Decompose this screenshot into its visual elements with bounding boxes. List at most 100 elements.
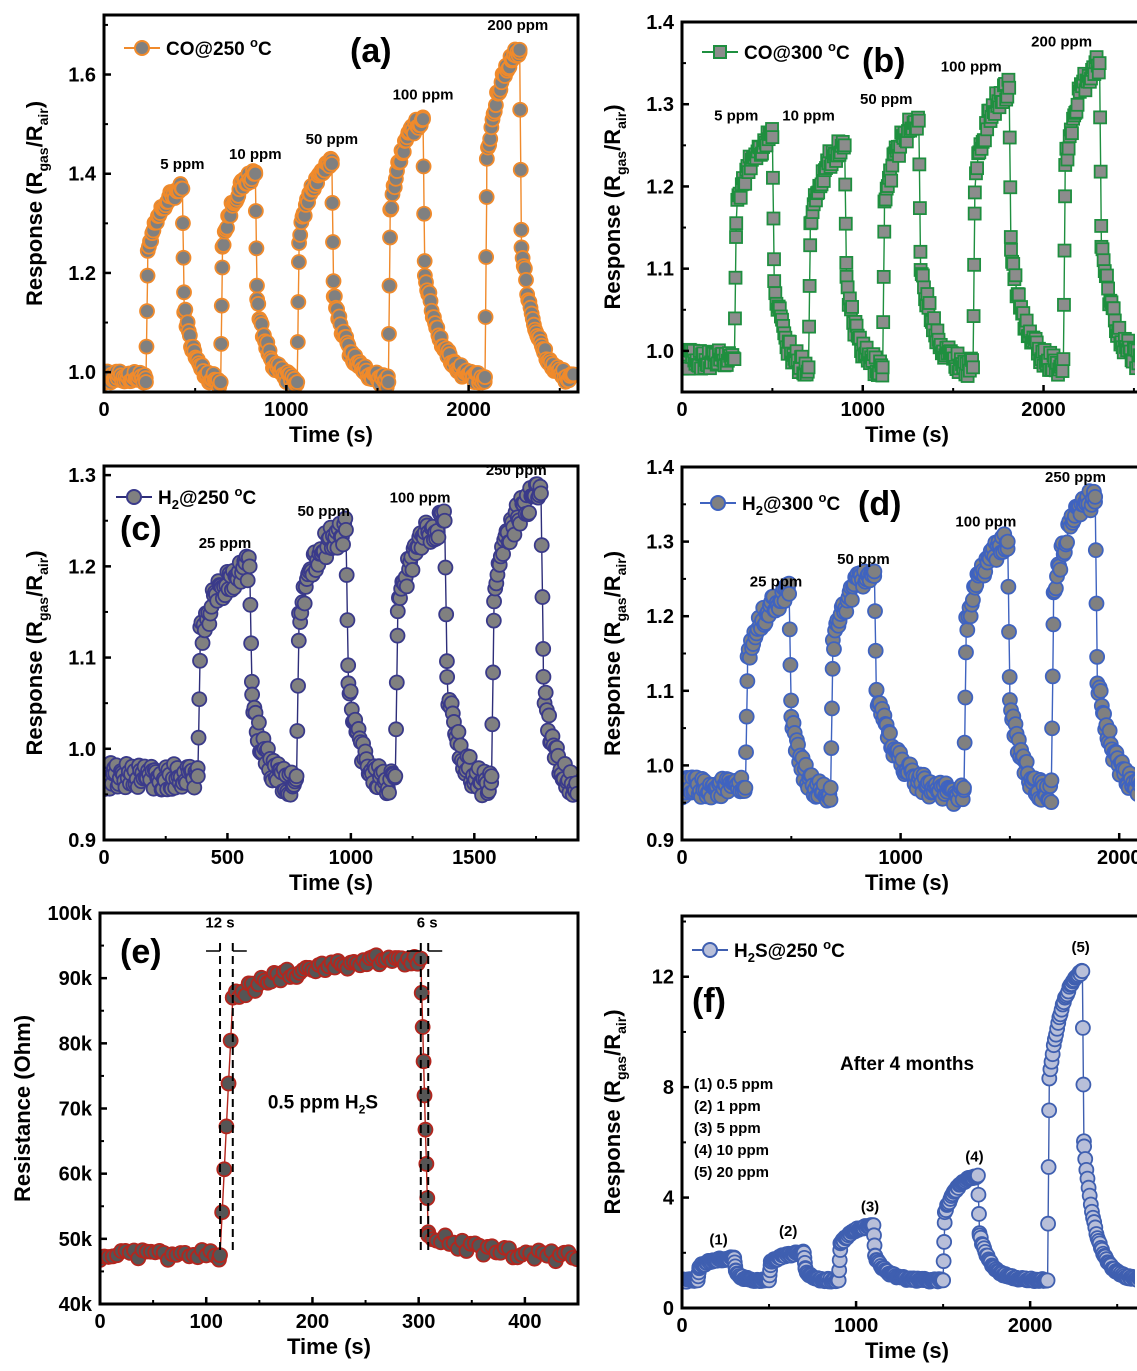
data-point (404, 562, 421, 578)
y-tick-label: 90k (59, 968, 93, 990)
data-point (959, 622, 976, 638)
data-point (1043, 794, 1060, 811)
data-point (766, 170, 780, 185)
y-tick-label: 1.3 (646, 94, 674, 116)
panel-f: 0 1000 2000 0 4 8 12 Time (s) Response (Rgas/Rai… (600, 914, 1137, 1363)
data-point (248, 240, 265, 257)
data-point (325, 234, 341, 250)
data-point (194, 635, 211, 651)
data-point (478, 249, 495, 265)
y-tick-label: 80k (59, 1033, 93, 1055)
data-point (1061, 141, 1076, 156)
data-point (958, 644, 974, 661)
data-point (967, 257, 982, 272)
data-point (884, 173, 899, 188)
data-point (823, 740, 840, 757)
panel-label: (e) (120, 933, 162, 971)
data-point (296, 595, 313, 612)
data-point (782, 657, 799, 673)
data-point (1070, 97, 1085, 112)
data-point (957, 689, 974, 706)
data-point (438, 606, 455, 623)
concentration-list-item: (5) 20 ppm (694, 1164, 769, 1181)
data-point (1089, 648, 1106, 665)
data-point (1003, 230, 1018, 244)
data-point (1056, 352, 1071, 367)
data-point (192, 652, 208, 669)
data-point (727, 352, 742, 367)
annotation-label: (4) (965, 1149, 983, 1166)
x-tick-label: 0 (676, 399, 687, 421)
data-point (439, 653, 455, 670)
data-point (243, 673, 260, 690)
y-tick-label: 1.0 (646, 341, 674, 363)
data-point (290, 254, 307, 270)
data-point (324, 195, 341, 211)
legend-marker (702, 942, 718, 958)
data-point (765, 130, 780, 145)
data-point (1044, 668, 1061, 685)
data-point (826, 641, 842, 658)
data-point (729, 230, 743, 244)
data-point (414, 1019, 431, 1035)
data-point (915, 268, 930, 283)
y-tick-label: 1.2 (68, 263, 96, 285)
data-point (342, 683, 359, 700)
data-point (738, 744, 754, 761)
x-tick-label: 300 (402, 1311, 435, 1333)
data-point (175, 215, 191, 232)
data-point (485, 664, 501, 681)
data-point (866, 563, 883, 580)
data-point (824, 700, 840, 717)
x-tick-label: 0 (676, 847, 687, 869)
data-point (956, 734, 973, 751)
y-axis-label: Response (Rgas/Rair) (600, 1009, 629, 1214)
concentration-list-item: (1) 0.5 ppm (694, 1076, 773, 1093)
data-point (534, 589, 551, 605)
panel-d: 0 1000 2000 0.9 1.0 1.1 1.2 1.3 1.4 Time (s) Respo… (600, 457, 1137, 895)
x-tick-label: 1000 (841, 399, 886, 421)
data-point (912, 157, 927, 172)
y-tick-label: 8 (663, 1077, 674, 1099)
data-point (1059, 534, 1075, 551)
data-point (537, 684, 554, 701)
data-point (290, 294, 307, 310)
data-point (461, 749, 478, 765)
data-point (1093, 164, 1108, 179)
x-tick-label: 200 (296, 1311, 329, 1333)
data-point (437, 559, 454, 576)
annotation-label: 100 ppm (393, 86, 454, 103)
data-point (383, 200, 400, 216)
data-point (430, 529, 447, 546)
data-point (927, 311, 941, 326)
legend-marker (710, 495, 726, 511)
data-point (477, 309, 494, 325)
data-point (176, 284, 192, 301)
data-point (970, 1167, 986, 1184)
plot-frame (680, 914, 1137, 1310)
data-point (843, 592, 860, 608)
data-point (380, 374, 397, 390)
data-point (335, 536, 351, 553)
annotation-label: 250 ppm (1045, 469, 1106, 486)
data-point (967, 185, 982, 200)
y-tick-label: 0.9 (646, 830, 674, 852)
annotation-label: (5) (1071, 939, 1089, 956)
data-point (213, 335, 230, 352)
data-point (247, 203, 264, 219)
legend-label: H2S@250 oC (734, 937, 845, 965)
x-axis-label: Time (s) (865, 422, 949, 447)
y-tick-label: 40k (59, 1294, 93, 1316)
annotation-label: 50 ppm (837, 551, 890, 568)
data-point (533, 485, 549, 502)
legend-label: CO@250 oC (166, 35, 272, 60)
data-point (971, 1206, 987, 1222)
legend-label: CO@300 oC (744, 39, 850, 64)
annotation-label: 50 ppm (297, 503, 350, 520)
data-point (1000, 578, 1017, 595)
data-point (728, 311, 742, 326)
x-tick-label: 2000 (1097, 847, 1137, 869)
data-point (175, 249, 192, 266)
data-point (436, 512, 453, 529)
data-point (733, 190, 748, 205)
